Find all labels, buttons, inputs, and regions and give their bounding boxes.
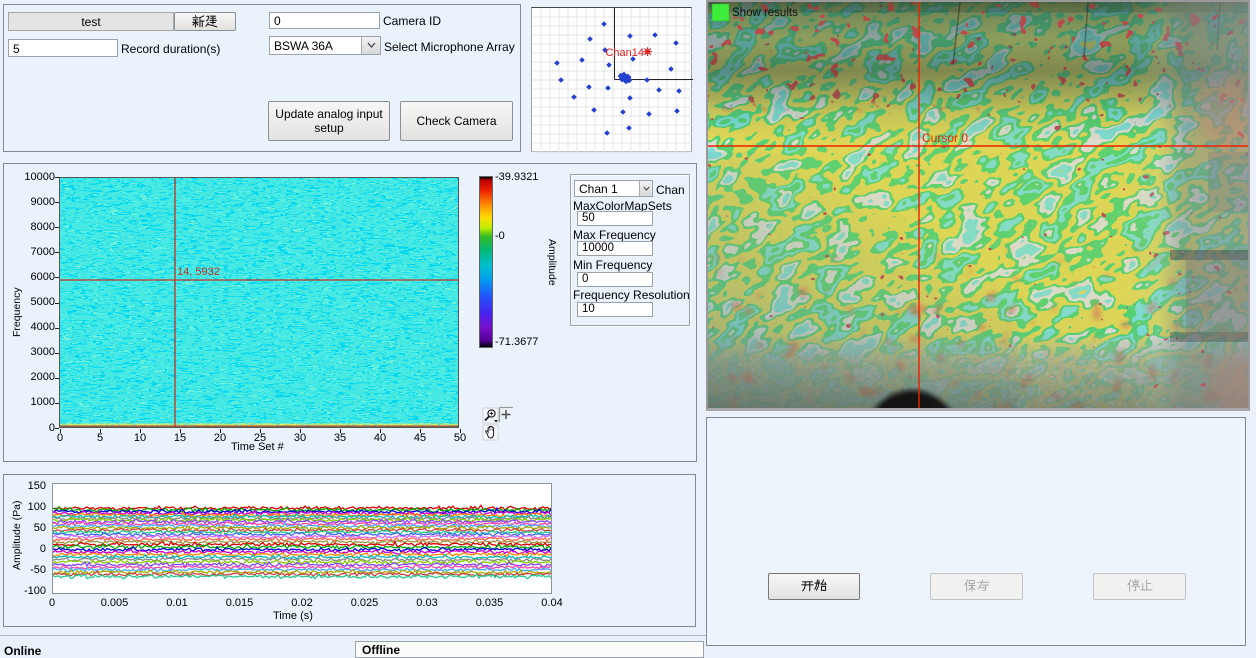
svg-text:Show results: Show results — [732, 7, 798, 19]
svg-text:14, 5932: 14, 5932 — [177, 266, 220, 278]
svg-text:Cursor 0: Cursor 0 — [922, 131, 968, 145]
svg-text:Chan14: Chan14 — [605, 47, 644, 59]
